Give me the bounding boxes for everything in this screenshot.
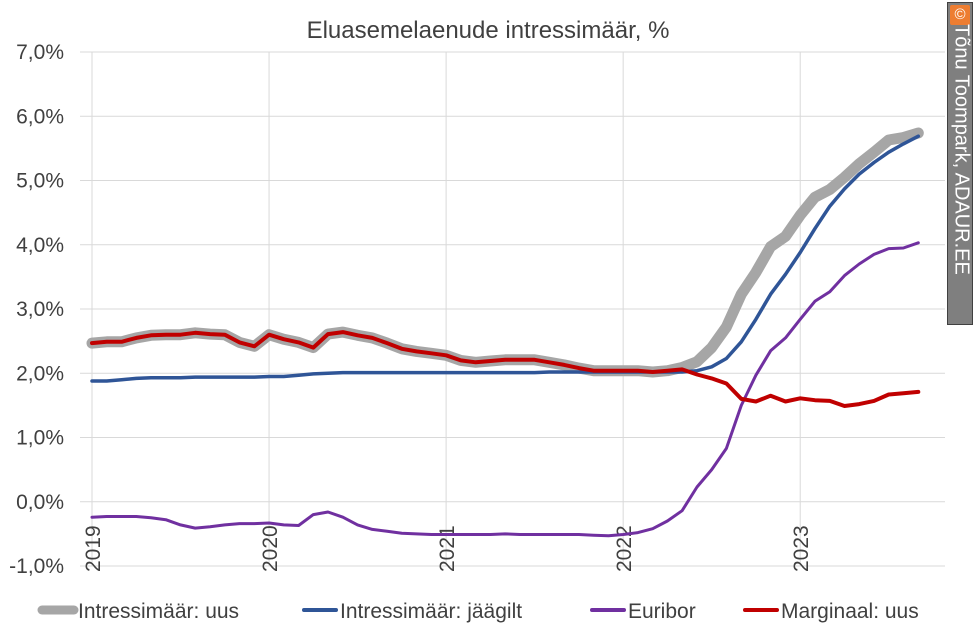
legend-label: Euribor — [628, 600, 696, 623]
y-tick-label: 3,0% — [16, 298, 64, 321]
series-line-2 — [90, 241, 920, 538]
y-tick-label: 6,0% — [16, 105, 64, 128]
y-tick-label: 4,0% — [16, 234, 64, 257]
y-tick-label: 0,0% — [16, 491, 64, 514]
copyright-mark: © — [950, 5, 970, 25]
y-tick-label: 1,0% — [16, 427, 64, 450]
y-tick-label: -1,0% — [9, 555, 64, 578]
y-tick-label: 7,0% — [16, 41, 64, 64]
legend-label: Marginaal: uus — [781, 600, 919, 623]
chart-title: Eluasemelaenude intressimäär, % — [307, 17, 670, 44]
y-tick-label: 5,0% — [16, 170, 64, 193]
x-axis-ticks: 2019 2020 2021 2022 2023 — [82, 525, 813, 572]
legend-label: Intressimäär: jäägilt — [340, 600, 522, 623]
x-tick-label: 2022 — [613, 525, 636, 572]
series-line-3 — [90, 330, 921, 408]
legend-label: Intressimäär: uus — [78, 600, 239, 623]
series-lines — [86, 127, 924, 538]
x-tick-label: 2019 — [82, 525, 105, 572]
credit-text: Tõnu Toompark, ADAUR.EE — [950, 24, 973, 275]
series-line-1 — [90, 134, 921, 383]
credit-box — [947, 2, 973, 325]
x-tick-label: 2020 — [259, 525, 282, 572]
x-tick-label: 2021 — [436, 525, 459, 572]
legend: Intressimäär: uus Intressimäär: jäägilt Eu… — [37, 600, 919, 623]
y-axis-ticks: -1,0% 0,0% 1,0% 2,0% 3,0% 4,0% 5,0% 6,0% 7,0% — [9, 41, 64, 578]
gridlines — [80, 51, 945, 567]
x-tick-label: 2023 — [790, 525, 813, 572]
y-tick-label: 2,0% — [16, 362, 64, 385]
